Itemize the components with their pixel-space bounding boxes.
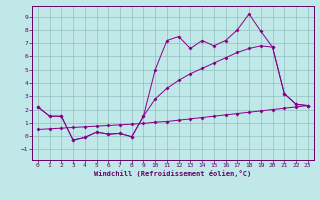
X-axis label: Windchill (Refroidissement éolien,°C): Windchill (Refroidissement éolien,°C) [94, 170, 252, 177]
